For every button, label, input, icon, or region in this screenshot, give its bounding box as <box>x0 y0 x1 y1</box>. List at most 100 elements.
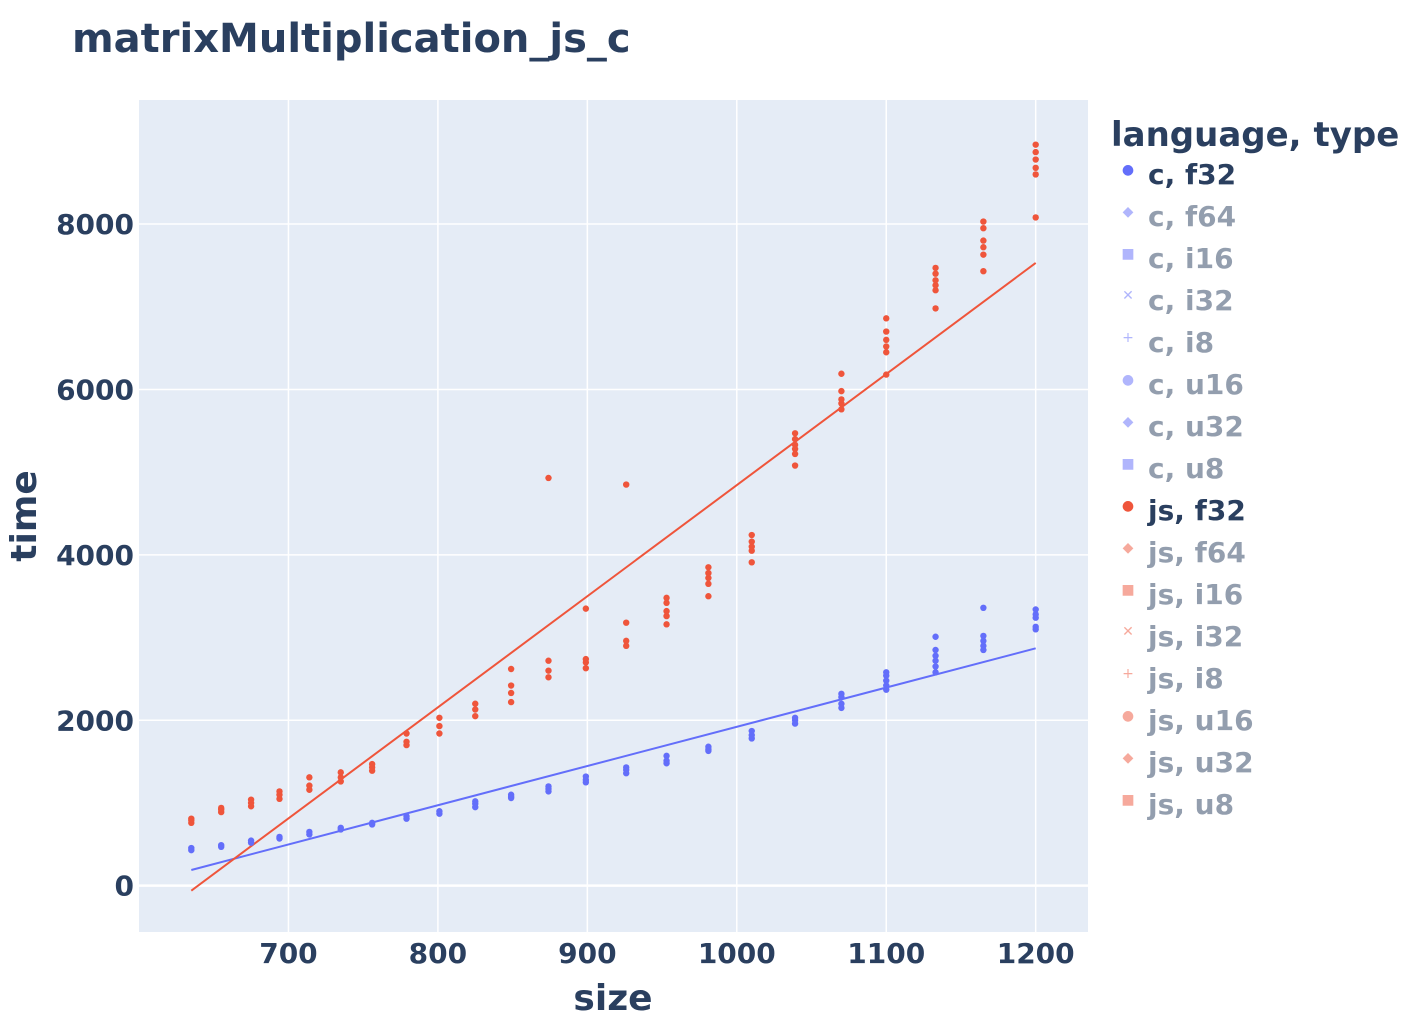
data-point <box>582 605 590 612</box>
data-point <box>883 349 890 356</box>
data-point <box>507 791 515 798</box>
data-point <box>663 612 670 620</box>
legend-item[interactable]: ◆ c, f64 <box>1123 200 1237 233</box>
data-point <box>368 819 376 827</box>
legend-symbol: ● <box>1122 708 1134 724</box>
legend-item[interactable]: ■ c, u8 <box>1121 452 1224 485</box>
data-point <box>980 267 987 275</box>
data-point <box>1032 623 1039 631</box>
data-point <box>545 783 552 790</box>
chart-title: matrixMultiplication_js_c <box>72 16 631 62</box>
legend-label: js, u8 <box>1147 788 1234 821</box>
legend-item[interactable]: ✕ c, i32 <box>1122 284 1233 317</box>
legend-symbol: ■ <box>1121 456 1134 472</box>
x-tick-label: 900 <box>558 937 616 970</box>
data-point <box>980 237 987 244</box>
data-point <box>932 669 939 676</box>
legend-symbol: ● <box>1122 372 1134 388</box>
data-point <box>545 667 552 674</box>
data-point <box>663 757 670 765</box>
data-point <box>932 663 939 670</box>
data-point <box>306 782 313 789</box>
legend-symbol: ■ <box>1121 246 1134 262</box>
legend-item[interactable]: ● js, f32 <box>1122 494 1246 527</box>
data-point <box>472 700 479 707</box>
data-point <box>980 632 987 640</box>
legend-item[interactable]: ■ js, i16 <box>1121 578 1243 611</box>
data-point <box>582 664 590 672</box>
legend-item[interactable]: ● c, f32 <box>1122 158 1236 191</box>
legend-label: js, f64 <box>1147 536 1246 569</box>
y-tick-label: 0 <box>115 870 134 903</box>
data-point <box>663 594 670 602</box>
data-point <box>748 543 755 550</box>
data-point <box>403 813 410 820</box>
data-point <box>838 387 845 395</box>
data-point <box>623 619 630 626</box>
x-tick-label: 1100 <box>847 937 925 970</box>
legend-item[interactable]: + c, i8 <box>1122 326 1214 359</box>
data-point <box>791 450 799 458</box>
data-points <box>188 141 1039 854</box>
legend-symbol: ● <box>1122 498 1134 514</box>
legend-label: c, u8 <box>1148 452 1224 485</box>
legend-item[interactable]: ✕ js, i32 <box>1122 620 1243 653</box>
legend-item[interactable]: ● js, u16 <box>1122 704 1254 737</box>
data-point <box>980 604 987 612</box>
data-point <box>247 837 255 844</box>
data-point <box>883 669 890 676</box>
legend-item[interactable]: ● c, u16 <box>1122 368 1244 401</box>
legend-item[interactable]: + js, i8 <box>1122 662 1224 695</box>
legend-symbol: ✕ <box>1122 288 1134 304</box>
data-point <box>507 665 515 673</box>
data-point <box>791 462 799 469</box>
data-point <box>748 727 755 735</box>
legend-label: c, u32 <box>1148 410 1244 443</box>
x-tick-labels: 700 800 900 1000 1100 1200 <box>259 937 1074 970</box>
legend-item[interactable]: ■ c, i16 <box>1121 242 1233 275</box>
legend-label: js, f32 <box>1147 494 1246 527</box>
data-point <box>932 264 939 272</box>
y-axis-title: time <box>4 470 45 561</box>
data-point <box>932 646 939 654</box>
data-point <box>980 224 987 232</box>
data-point <box>663 607 670 615</box>
y-tick-labels: 0 2000 4000 6000 8000 <box>56 208 134 903</box>
data-point <box>838 396 845 403</box>
data-point <box>932 657 939 664</box>
legend-item[interactable]: ◆ js, u32 <box>1123 746 1254 779</box>
data-point <box>705 580 712 588</box>
data-point <box>368 760 376 768</box>
plot-area <box>139 100 1088 932</box>
data-point <box>545 474 552 482</box>
data-point <box>1032 156 1039 163</box>
data-point <box>791 441 799 449</box>
legend-symbol: ■ <box>1121 582 1134 598</box>
data-point <box>838 690 845 698</box>
legend-item[interactable]: ◆ js, f64 <box>1123 536 1246 569</box>
data-point <box>705 743 712 750</box>
legend-item[interactable]: ■ js, u8 <box>1121 788 1234 821</box>
data-point <box>582 773 590 780</box>
data-point <box>217 841 225 849</box>
data-point <box>306 774 313 781</box>
y-tick-label: 6000 <box>56 373 134 406</box>
gridlines <box>139 100 1088 932</box>
x-tick-label: 700 <box>259 937 317 970</box>
data-point <box>403 738 410 745</box>
data-point <box>663 621 670 628</box>
data-point <box>932 277 939 284</box>
legend-symbol: + <box>1122 666 1134 682</box>
data-point <box>748 538 755 545</box>
data-point <box>838 406 845 413</box>
data-point <box>748 559 755 566</box>
data-point <box>663 752 670 760</box>
legend-item[interactable]: ◆ c, u32 <box>1123 410 1244 443</box>
data-point <box>883 336 890 344</box>
data-point <box>883 371 890 378</box>
legend[interactable]: ● c, f32 ◆ c, f64 ■ c, i16 ✕ c, i32 + c, i8 ● c, u1… <box>1121 158 1253 821</box>
legend-label: js, u16 <box>1147 704 1254 737</box>
legend-label: c, i8 <box>1148 326 1214 359</box>
legend-label: js, i16 <box>1147 578 1243 611</box>
legend-label: js, u32 <box>1147 746 1254 779</box>
